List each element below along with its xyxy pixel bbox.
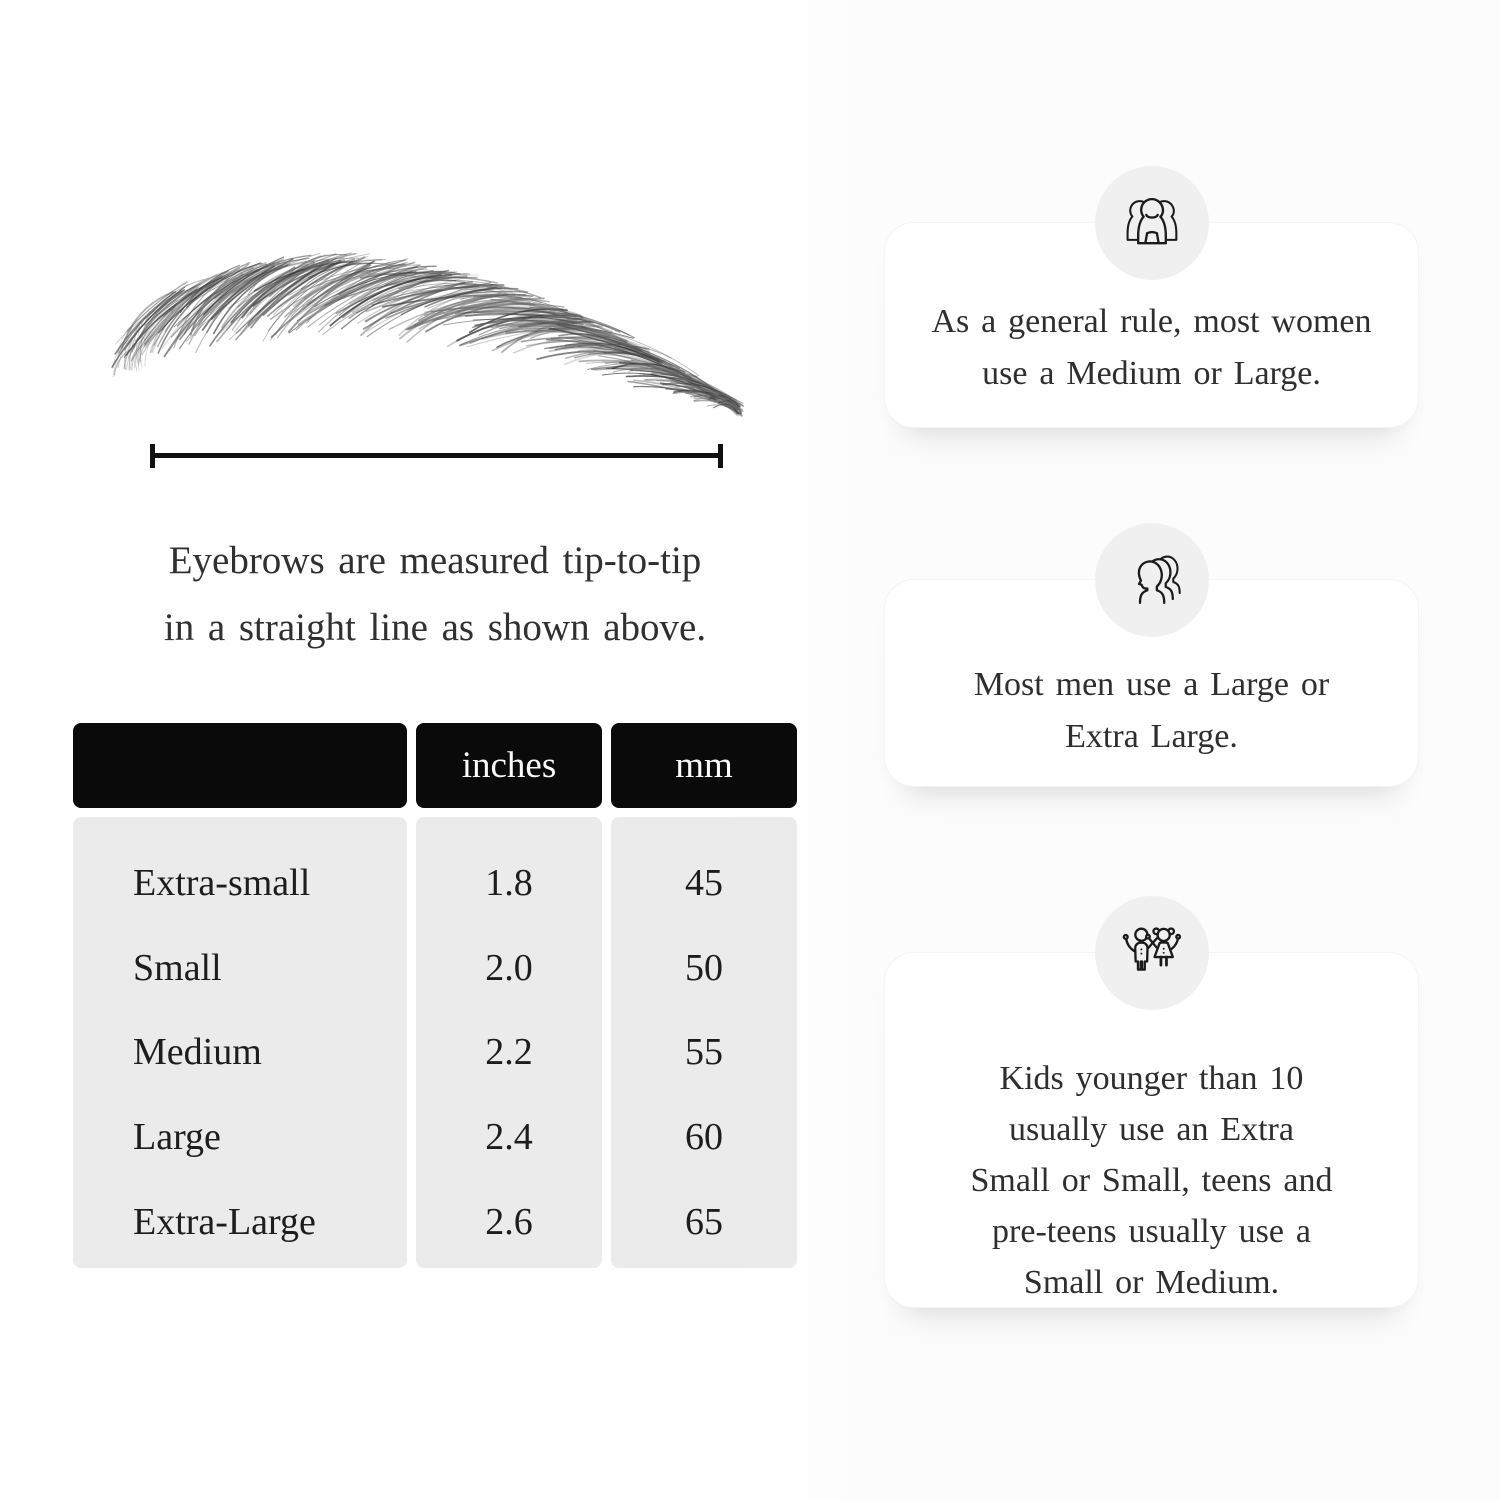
card-line: use a Medium or Large. [982,355,1321,392]
caption-line-1: Eyebrows are measured tip-to-tip [168,539,702,582]
table-header-inches: inches [416,723,602,808]
card-text-kids: Kids younger than 10 usually use an Extr… [885,953,1418,1307]
women-group-icon [1094,166,1209,280]
size-label: Extra-small [133,862,311,905]
card-line: Extra Large. [1065,718,1238,755]
table-column-inches: 1.8 2.0 2.2 2.4 2.6 [416,817,602,1268]
size-label: Medium [133,1031,262,1074]
info-card-women: As a general rule, most women use a Medi… [884,166,1419,428]
card-text-women: As a general rule, most women use a Medi… [885,223,1418,427]
size-inches: 2.2 [485,1031,533,1074]
info-card-men: Most men use a Large or Extra Large. [884,523,1419,787]
caption-line-2: in a straight line as shown above. [163,606,707,649]
card-line: pre-teens usually use a [992,1212,1311,1250]
size-mm: 65 [685,1200,723,1243]
card-line: As a general rule, most women [931,303,1372,340]
size-mm: 50 [685,946,723,989]
kids-icon [1094,896,1209,1010]
men-group-icon [1094,523,1209,637]
info-card-kids: Kids younger than 10 usually use an Extr… [884,896,1419,1308]
table-column-mm: 45 50 55 60 65 [611,817,797,1268]
eyebrow-illustration [111,252,744,417]
size-mm: 45 [685,862,723,905]
size-table: inches mm Extra-small Small Medium Large… [73,723,797,1268]
size-inches: 2.6 [485,1200,533,1243]
measurement-caption: Eyebrows are measured tip-to-tip in a st… [55,527,815,661]
card-text-men: Most men use a Large or Extra Large. [885,580,1418,786]
size-label: Large [133,1116,221,1159]
size-mm: 60 [685,1116,723,1159]
table-column-sizes: Extra-small Small Medium Large Extra-Lar… [73,817,407,1268]
card-line: Small or Medium. [1023,1263,1280,1301]
table-header-blank [73,723,407,808]
measurement-endcap-right [718,444,723,468]
table-header-mm: mm [611,723,797,808]
card-line: usually use an Extra [1009,1110,1294,1148]
size-label: Small [133,946,222,989]
card-line: Most men use a Large or [973,666,1330,703]
measurement-line [150,444,723,468]
size-mm: 55 [685,1031,723,1074]
size-inches: 1.8 [485,862,533,905]
measurement-bar [150,453,723,458]
card-line: Kids younger than 10 [999,1059,1304,1097]
size-inches: 2.4 [485,1116,533,1159]
size-inches: 2.0 [485,946,533,989]
card-line: Small or Small, teens and [970,1161,1333,1199]
size-label: Extra-Large [133,1200,316,1243]
